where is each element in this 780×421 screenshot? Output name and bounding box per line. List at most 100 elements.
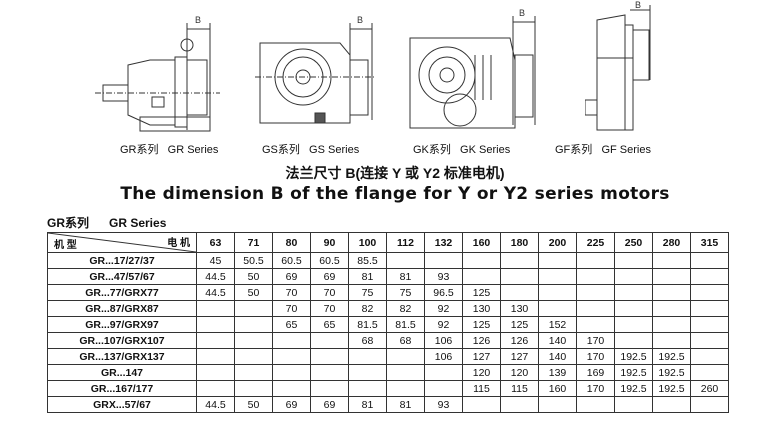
column-header: 200 [538, 232, 577, 253]
value-cell [310, 348, 349, 365]
value-cell [272, 364, 311, 381]
value-cell: 69 [272, 396, 311, 413]
value-cell [576, 268, 615, 285]
value-cell: 70 [272, 300, 311, 317]
value-cell: 92 [424, 300, 463, 317]
table-row: GR...17/27/37 45 50.5 60.5 60.5 85.5 [47, 252, 729, 269]
column-header: 132 [424, 232, 463, 253]
value-cell [652, 252, 691, 269]
value-cell [614, 252, 653, 269]
column-header: 225 [576, 232, 615, 253]
value-cell [500, 268, 539, 285]
value-cell: 81.5 [386, 316, 425, 333]
value-cell: 75 [348, 284, 387, 301]
value-cell: 92 [424, 316, 463, 333]
value-cell: 85.5 [348, 252, 387, 269]
value-cell: 50 [234, 284, 273, 301]
value-cell [310, 332, 349, 349]
value-cell [462, 396, 501, 413]
value-cell [614, 332, 653, 349]
value-cell: 192.5 [652, 364, 691, 381]
value-cell: 140 [538, 348, 577, 365]
model-cell: GR...147 [47, 364, 197, 381]
value-cell: 70 [310, 300, 349, 317]
value-cell [652, 284, 691, 301]
type-header: 机 型 [54, 240, 77, 251]
value-cell: 152 [538, 316, 577, 333]
value-cell [272, 348, 311, 365]
value-cell [538, 300, 577, 317]
value-cell: 127 [500, 348, 539, 365]
table-row: GR...137/GRX137 106 127 127 140 170 192.5 192.5 [47, 348, 729, 365]
value-cell [462, 252, 501, 269]
value-cell: 82 [348, 300, 387, 317]
value-cell: 120 [462, 364, 501, 381]
value-cell: 65 [272, 316, 311, 333]
value-cell: 127 [462, 348, 501, 365]
value-cell: 192.5 [614, 380, 653, 397]
value-cell: 192.5 [614, 348, 653, 365]
value-cell: 60.5 [272, 252, 311, 269]
flange-dimension-table: 电 机 机 型 63 71 80 90 100 112 132 160 180 200 225 250… [47, 232, 729, 413]
value-cell: 125 [462, 284, 501, 301]
value-cell: 106 [424, 332, 463, 349]
value-cell [424, 380, 463, 397]
value-cell [500, 252, 539, 269]
value-cell [500, 396, 539, 413]
value-cell [690, 364, 729, 381]
value-cell: 81 [348, 396, 387, 413]
value-cell: 192.5 [652, 348, 691, 365]
value-cell [652, 332, 691, 349]
value-cell: 69 [310, 268, 349, 285]
value-cell [234, 316, 273, 333]
value-cell: 130 [500, 300, 539, 317]
value-cell [272, 380, 311, 397]
value-cell: 160 [538, 380, 577, 397]
table-row: GR...47/57/67 44.5 50 69 69 81 81 93 [47, 268, 729, 285]
value-cell [348, 348, 387, 365]
value-cell: 44.5 [196, 268, 235, 285]
value-cell: 192.5 [614, 364, 653, 381]
title-chinese: 法兰尺寸 B(连接 Y 或 Y2 标准电机) [285, 165, 505, 181]
table-row: GR...147 120 120 139 169 192.5 192.5 [47, 364, 729, 381]
column-header: 315 [690, 232, 729, 253]
value-cell [500, 284, 539, 301]
value-cell [576, 300, 615, 317]
value-cell [348, 364, 387, 381]
value-cell [538, 396, 577, 413]
value-cell: 75 [386, 284, 425, 301]
value-cell: 44.5 [196, 284, 235, 301]
value-cell: 68 [386, 332, 425, 349]
value-cell [386, 348, 425, 365]
value-cell: 125 [500, 316, 539, 333]
value-cell: 170 [576, 348, 615, 365]
value-cell [196, 348, 235, 365]
value-cell: 139 [538, 364, 577, 381]
model-cell: GRX...57/67 [47, 396, 197, 413]
value-cell [196, 316, 235, 333]
table-row: GR...107/GRX107 68 68 106 126 126 140 170 [47, 332, 729, 349]
gf-series-drawing: B [585, 0, 651, 131]
model-cell: GR...137/GRX137 [47, 348, 197, 365]
value-cell [272, 332, 311, 349]
dimension-b-label: B [195, 15, 201, 25]
value-cell: 50 [234, 396, 273, 413]
value-cell [348, 380, 387, 397]
value-cell [652, 300, 691, 317]
table-row: GR...87/GRX87 70 70 82 82 92 130 130 [47, 300, 729, 317]
value-cell [538, 268, 577, 285]
gs-series-drawing: B [255, 15, 375, 124]
model-cell: GR...167/177 [47, 380, 197, 397]
value-cell: 115 [462, 380, 501, 397]
value-cell [576, 396, 615, 413]
value-cell: 170 [576, 380, 615, 397]
column-header: 250 [614, 232, 653, 253]
value-cell [614, 268, 653, 285]
value-cell: 65 [310, 316, 349, 333]
gr-series-drawing: B [95, 15, 220, 132]
value-cell [690, 284, 729, 301]
value-cell [690, 316, 729, 333]
value-cell [386, 364, 425, 381]
value-cell [424, 364, 463, 381]
value-cell [614, 396, 653, 413]
